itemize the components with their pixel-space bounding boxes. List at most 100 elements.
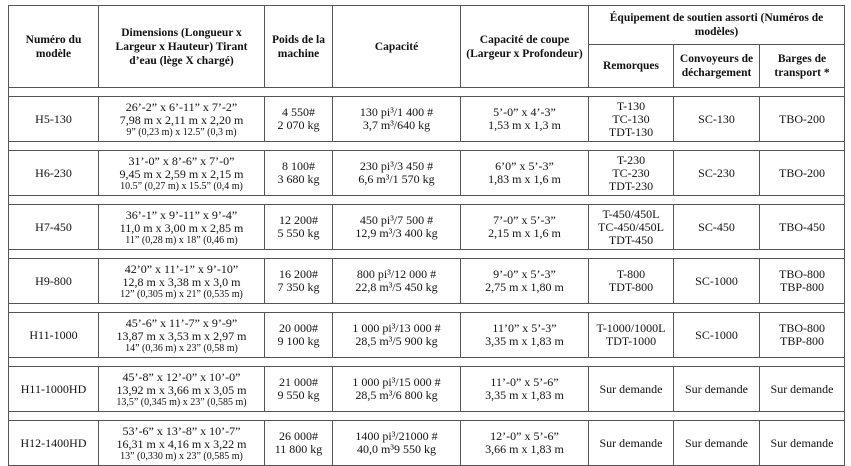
trailers-cell: T-1000/1000L TDT-1000 xyxy=(588,312,674,358)
conveyor-cell: SC-230 xyxy=(673,150,760,196)
trailers-cell: T-800 TDT-800 xyxy=(588,258,674,304)
separator-cell xyxy=(7,87,846,97)
draft-value: 12” (0,305 m) x 21” (0,535 m) xyxy=(120,288,243,300)
barge-model: TBO-200 xyxy=(779,111,825,126)
cut-capacity-imperial: 5’-0” x 4’-3” xyxy=(493,105,556,119)
conveyor-cell: SC-1000 xyxy=(673,312,760,358)
dimensions-cell: 31’-0” x 8’-6” x 7’-0” 9,45 m x 2,59 m x … xyxy=(98,150,265,196)
header-barges: Barges de transport * xyxy=(758,44,846,88)
weight-imperial: 12 200# xyxy=(279,213,318,227)
capacity-metric: 28,5 m³/5 900 kg xyxy=(355,334,438,348)
table-row: H7-450 36’-1” x 9’-11” x 9’-4” 11,0 m x 3,… xyxy=(8,204,846,250)
dimensions-metric: 13,92 m x 3,66 m x 3,05 m xyxy=(116,382,247,397)
draft-value: 9” (0,23 m) x 12.5” (0,3 m) xyxy=(126,126,237,138)
capacity-cell: 1 000 pi³/15 000 #28,5 m³/6 800 kg xyxy=(332,366,461,412)
dimensions-metric: 16,31 m x 4,16 m x 3,22 m xyxy=(116,436,247,451)
header-cut-capacity: Capacité de coupe (Largeur x Profondeur) xyxy=(460,5,589,88)
cut-capacity-cell: 11’0” x 5’-3” 3,35 m x 1,83 m xyxy=(460,312,589,358)
table-row: H5-130 26’-2” x 6’-11” x 7’-2” 7,98 m x 2,… xyxy=(8,96,846,142)
draft-value: 10.5” (0,27 m) x 15.5” (0,4 m) xyxy=(120,180,243,192)
separator-cell xyxy=(7,141,846,151)
conveyor-cell: Sur demande xyxy=(673,420,760,466)
conveyor-cell: SC-450 xyxy=(673,204,760,250)
cut-capacity-cell: 9’-0” x 5’-3” 2,75 m x 1,80 m xyxy=(460,258,589,304)
trailer-model: TC-130 xyxy=(612,111,650,126)
specifications-table: Numéro du modèle Dimensions (Longueur x … xyxy=(7,5,846,466)
header-dimensions: Dimensions (Longueur x Largeur x Hauteur… xyxy=(98,5,265,88)
draft-value: 11” (0,28 m) x 18” (0,46 m) xyxy=(125,234,238,246)
barges-cell: TBO-450 xyxy=(758,204,846,250)
trailer-model: TDT-450 xyxy=(608,232,654,247)
weight-cell: 20 000# 9 100 kg xyxy=(264,312,333,358)
barge-model: TBP-800 xyxy=(780,280,825,294)
header-support-equipment: Équipement de soutien assorti (Numéros d… xyxy=(587,5,846,45)
trailer-model: T-1000/1000L xyxy=(596,321,666,335)
barge-model: TBO-450 xyxy=(779,219,825,234)
separator-cell xyxy=(7,357,846,367)
trailer-model: T-800 xyxy=(616,267,646,281)
cut-capacity-cell: 6’0” x 5’-3” 1,83 m x 1,6 m xyxy=(460,150,589,196)
model-number-cell: H11-1000 xyxy=(8,312,99,358)
row-separator xyxy=(7,195,846,205)
cut-capacity-imperial: 11’0” x 5’-3” xyxy=(492,321,557,335)
cut-capacity-metric: 3,66 m x 1,83 m xyxy=(485,442,564,456)
table-row: H11-1000 45’-6” x 11’-7” x 9’-9” 13,87 m x… xyxy=(8,312,846,358)
cut-capacity-cell: 12’-0” x 5’-6” 3,66 m x 1,83 m xyxy=(460,420,589,466)
capacity-imperial: 800 pi³/12 000 # xyxy=(356,267,437,281)
weight-cell: 12 200# 5 550 kg xyxy=(264,204,333,250)
weight-metric: 9 100 kg xyxy=(277,334,320,348)
cut-capacity-metric: 3,35 m x 1,83 m xyxy=(485,388,564,402)
trailer-model: TDT-1000 xyxy=(605,334,657,348)
weight-imperial: 4 550# xyxy=(282,105,315,119)
conveyor-cell: SC-130 xyxy=(673,96,760,142)
cut-capacity-cell: 5’-0” x 4’-3” 1,53 m x 1,3 m xyxy=(460,96,589,142)
capacity-imperial: 1400 pi³/21000 # xyxy=(355,429,438,443)
dimensions-cell: 53’-6” x 13’-8” x 10’-7” 16,31 m x 4,16 m… xyxy=(98,420,265,466)
barges-cell: TBO-200 xyxy=(758,150,846,196)
trailer-model: Sur demande xyxy=(599,435,663,450)
weight-metric: 3 680 kg xyxy=(277,172,320,186)
barge-model: TBO-200 xyxy=(779,165,825,180)
header-capacity: Capacité xyxy=(332,5,461,88)
header-model: Numéro du modèle xyxy=(8,5,99,88)
trailers-cell: T-130 TC-130 TDT-130 xyxy=(588,96,674,142)
cut-capacity-metric: 1,53 m x 1,3 m xyxy=(488,118,561,132)
trailers-cell: T-230 TC-230 TDT-230 xyxy=(588,150,674,196)
weight-cell: 4 550# 2 070 kg xyxy=(264,96,333,142)
trailer-model: T-230 xyxy=(616,152,646,167)
capacity-imperial: 230 pi³/3 450 # xyxy=(359,159,434,173)
dimensions-imperial: 45’-8” x 12’-0” x 10’-0” xyxy=(122,369,241,384)
weight-cell: 21 000# 9 550 kg xyxy=(264,366,333,412)
dimensions-imperial: 36’-1” x 9’-11” x 9’-4” xyxy=(125,207,238,222)
weight-imperial: 8 100# xyxy=(282,159,315,173)
capacity-cell: 230 pi³/3 450 #6,6 m³/1 570 kg xyxy=(332,150,461,196)
table-row: H11-1000HD 45’-8” x 12’-0” x 10’-0” 13,92 … xyxy=(8,366,846,412)
row-separator xyxy=(7,303,846,313)
table-row: H9-800 42’0” x 11’-1” x 9’-10” 12,8 m x 3,… xyxy=(8,258,846,304)
trailers-cell: T-450/450L TC-450/450L TDT-450 xyxy=(588,204,674,250)
cut-capacity-imperial: 11’-0” x 5’-6” xyxy=(490,375,559,389)
cut-capacity-metric: 2,75 m x 1,80 m xyxy=(485,280,564,294)
weight-metric: 2 070 kg xyxy=(277,118,320,132)
dimensions-metric: 9,45 m x 2,59 m x 2,15 m xyxy=(119,166,244,181)
separator-cell xyxy=(7,303,846,313)
dimensions-imperial: 26’-2” x 6’-11” x 7’-2” xyxy=(125,99,238,114)
dimensions-imperial: 31’-0” x 8’-6” x 7’-0” xyxy=(128,153,235,168)
barges-cell: TBO-800 TBP-800 xyxy=(758,258,846,304)
header-trailers: Remorques xyxy=(588,44,674,88)
barges-cell: TBO-800 TBP-800 xyxy=(758,312,846,358)
cut-capacity-cell: 7’-0” x 5’-3” 2,15 m x 1,6 m xyxy=(460,204,589,250)
header-conveyors: Convoyeurs de déchargement xyxy=(673,44,760,88)
dimensions-metric: 11,0 m x 3,00 m x 2,85 m xyxy=(119,220,244,235)
weight-imperial: 21 000# xyxy=(279,375,318,389)
capacity-cell: 1400 pi³/21000 #40,0 m³9 550 kg xyxy=(332,420,461,466)
barge-model: Sur demande xyxy=(770,381,834,396)
model-number-cell: H9-800 xyxy=(8,258,99,304)
capacity-imperial: 450 pi³/7 500 # xyxy=(359,213,434,227)
weight-metric: 9 550 kg xyxy=(277,388,320,402)
capacity-cell: 1 000 pi³/13 000 #28,5 m³/5 900 kg xyxy=(332,312,461,358)
conveyor-cell: Sur demande xyxy=(673,366,760,412)
trailer-model: T-450/450L xyxy=(602,206,660,221)
model-number-cell: H6-230 xyxy=(8,150,99,196)
weight-imperial: 16 200# xyxy=(279,267,318,281)
